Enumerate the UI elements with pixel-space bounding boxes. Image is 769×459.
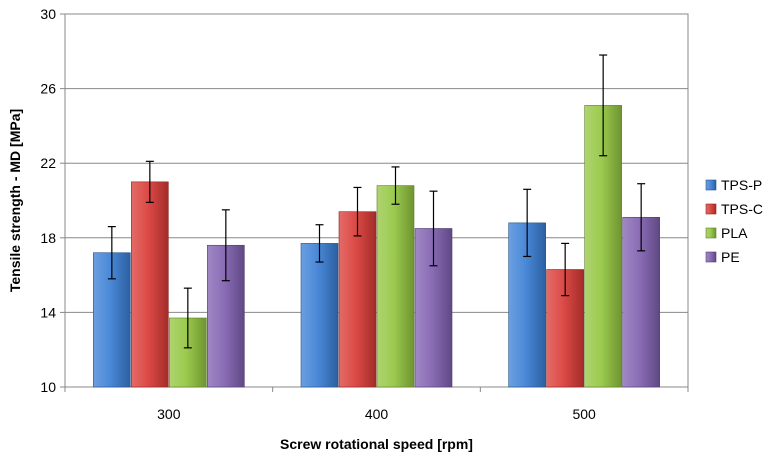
x-tick-labels: 300 400 500: [64, 387, 689, 422]
legend-swatch: [705, 227, 717, 239]
axes: [64, 13, 689, 388]
legend-label: TPS-C: [721, 201, 763, 217]
legend-swatch: [705, 179, 717, 191]
legend-label: PE: [721, 249, 740, 265]
legend-item-tps-p: TPS-P: [705, 177, 762, 193]
error-bar-tps-c-500: [561, 242, 570, 297]
bar-tps-c-300: [131, 181, 169, 388]
x-tick-label: 400: [365, 406, 389, 422]
legend-label: TPS-P: [721, 177, 762, 193]
bar-tps-c-400: [338, 211, 377, 388]
plot-border: [64, 13, 689, 388]
y-tick-label: 22: [40, 155, 56, 171]
legend-item-pla: PLA: [705, 225, 748, 241]
error-bar-pe-400: [429, 190, 438, 267]
legend-swatch: [705, 203, 717, 215]
error-bar-pla-300: [183, 287, 192, 349]
legend-label: PLA: [721, 225, 748, 241]
x-axis-title: Screw rotational speed [rpm]: [280, 436, 473, 452]
legend-item-tps-c: TPS-C: [705, 201, 763, 217]
error-bar-pe-300: [221, 209, 230, 282]
y-axis-title: Tensile strength - MD [MPa]: [7, 109, 23, 292]
error-bar-pe-500: [637, 183, 646, 252]
x-tick-label: 300: [157, 406, 181, 422]
legend: TPS-P TPS-C PLA PE: [705, 177, 763, 265]
error-bar-pla-500: [599, 54, 608, 157]
legend-item-pe: PE: [705, 249, 740, 265]
gridlines: [65, 88, 688, 313]
error-bar-tps-c-400: [353, 186, 362, 237]
plot-area: [65, 14, 688, 387]
y-tick-label: 10: [40, 379, 56, 395]
y-tick-label: 18: [40, 230, 56, 246]
bars: [93, 105, 660, 388]
error-bar-tps-c-300: [145, 160, 154, 203]
error-bar-tps-p-400: [315, 224, 324, 263]
y-tick-label: 14: [40, 304, 56, 320]
x-tick-label: 500: [572, 406, 596, 422]
bar-tps-p-400: [300, 243, 339, 388]
y-tick-label: 26: [40, 81, 56, 97]
legend-swatch: [705, 251, 717, 263]
y-tick-labels: 10 14 18 22 26 30: [40, 6, 65, 395]
y-tick-label: 30: [40, 6, 56, 22]
error-bars: [107, 54, 646, 349]
error-bar-tps-p-300: [107, 226, 116, 280]
error-bar-tps-p-500: [523, 188, 532, 258]
error-bar-pla-400: [391, 166, 400, 205]
bar-pla-400: [376, 185, 415, 388]
